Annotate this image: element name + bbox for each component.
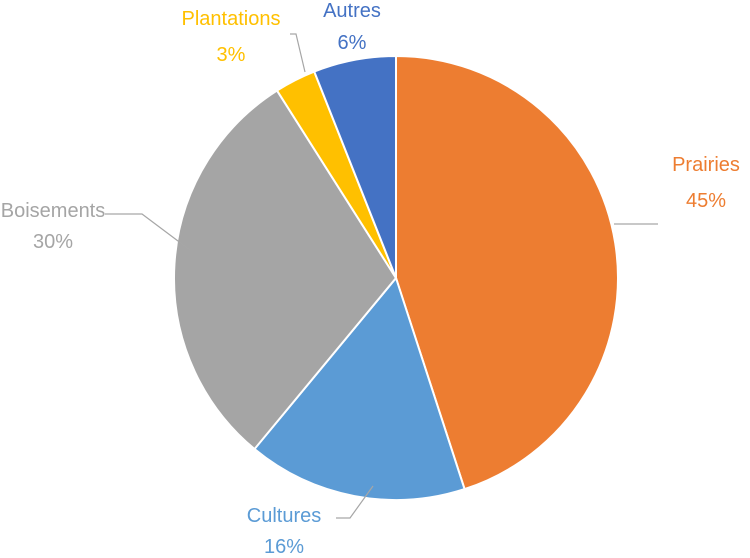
slice-value-boisements: 30% [33,231,73,253]
leader-lines [105,33,658,519]
slice-label-autres: Autres [323,0,381,22]
pie-slice-prairies [395,55,619,491]
pie-slice-autres [313,55,397,279]
slice-label-plantations: Plantations [182,8,281,30]
slice-value-autres: 6% [338,32,367,54]
pie-slices [173,55,619,501]
slice-value-plantations: 3% [217,44,246,66]
slice-label-boisements: Boisements [1,200,106,222]
slice-value-prairies: 45% [686,190,726,212]
leader-line-cultures [336,485,374,519]
slice-label-prairies: Prairies [672,154,740,176]
pie-slice-boisements [173,89,397,451]
leader-line-boisements [105,213,191,251]
pie-slice-cultures [253,277,466,501]
slice-value-cultures: 16% [264,536,304,558]
slice-label-cultures: Cultures [247,505,321,527]
leader-line-plantations [290,33,306,73]
